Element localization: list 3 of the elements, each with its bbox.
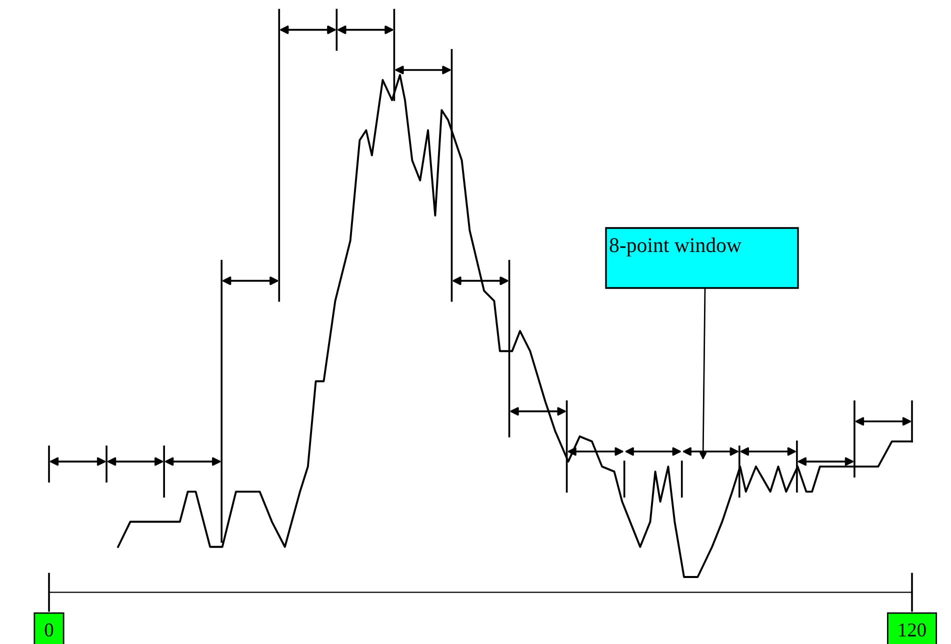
x-tick-label: 120 xyxy=(899,623,926,637)
x-tick-label: 0 xyxy=(44,623,54,637)
annotation: 8-point window xyxy=(610,238,742,256)
